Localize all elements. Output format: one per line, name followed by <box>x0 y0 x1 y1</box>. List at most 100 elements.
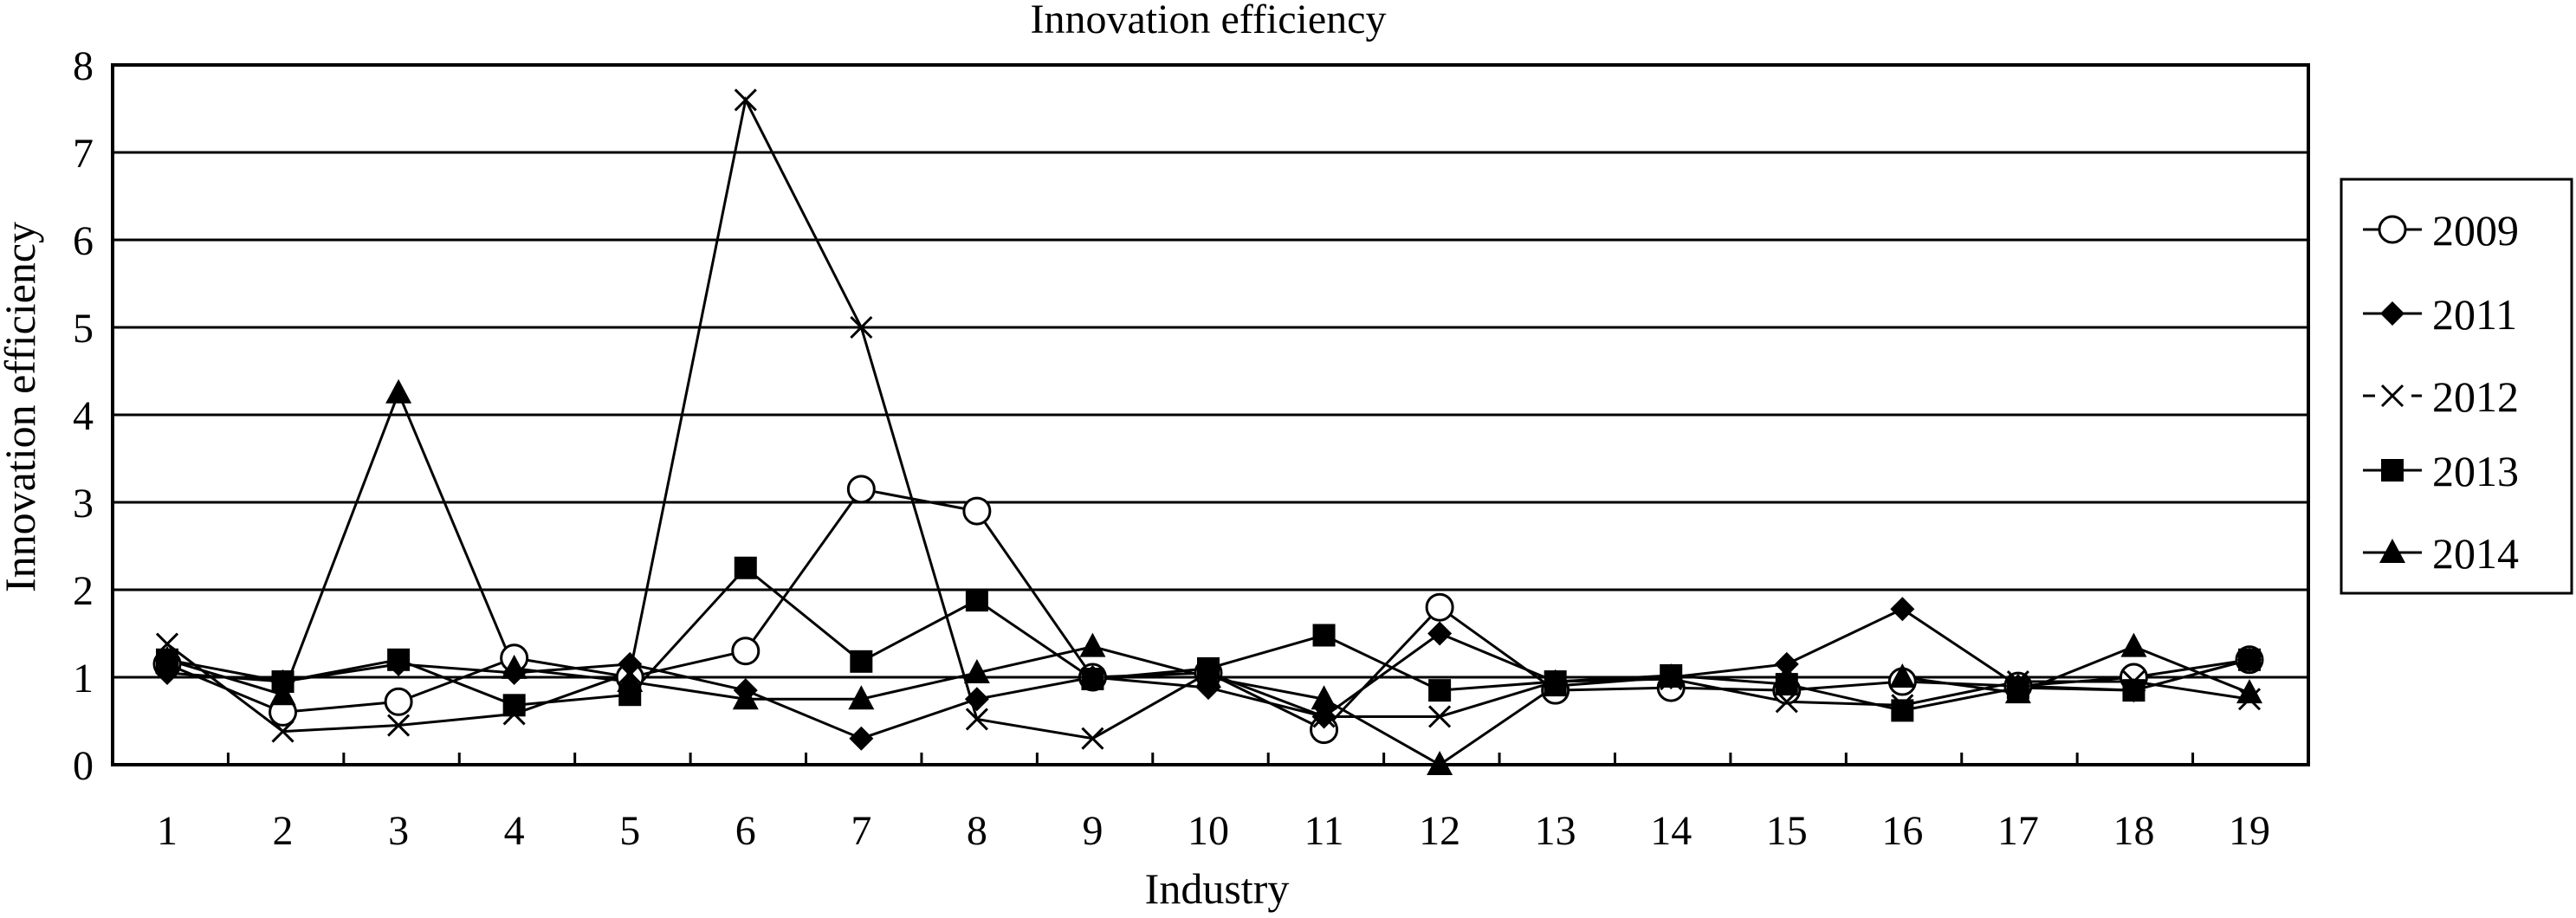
grid-lines <box>113 151 2308 679</box>
x-tick-label: 19 <box>2229 808 2270 854</box>
legend-item-2012: 2012 <box>2363 372 2519 421</box>
y-tick-label: 5 <box>73 306 94 352</box>
point-2013-18 <box>2122 679 2146 702</box>
point-2014-12 <box>1427 751 1453 775</box>
point-2014-9 <box>1079 632 1106 657</box>
point-2012-3 <box>387 714 411 737</box>
series-markers <box>152 88 2264 775</box>
marker-stroke <box>965 708 988 731</box>
point-2014-11 <box>1311 685 1337 710</box>
x-tick-label: 2 <box>273 808 294 854</box>
point-2014-18 <box>2120 632 2147 657</box>
point-2013-19 <box>2238 648 2261 671</box>
legend-marker <box>2378 215 2407 244</box>
legend-marker <box>2381 459 2404 482</box>
series-line-2014 <box>166 389 2250 766</box>
point-2011-5 <box>618 651 643 676</box>
point-2013-3 <box>387 648 411 671</box>
x-tick-label: 11 <box>1304 808 1343 854</box>
y-tick-label: 8 <box>73 43 94 89</box>
point-2013-6 <box>734 556 757 579</box>
point-2014-6 <box>732 685 759 710</box>
point-2012-8 <box>965 708 988 731</box>
x-tick-label: 15 <box>1766 808 1808 854</box>
point-2014-15 <box>1773 663 1800 688</box>
legend-label: 2012 <box>2432 372 2519 421</box>
x-tick-label: 8 <box>967 808 987 854</box>
marker-stroke <box>1428 705 1452 728</box>
point-2013-8 <box>965 589 988 612</box>
x-tick-label: 7 <box>851 808 871 854</box>
y-tick-label: 4 <box>73 393 94 439</box>
y-tick-label: 6 <box>73 218 94 264</box>
x-tick-label: 1 <box>157 808 178 854</box>
y-tick-label: 1 <box>73 656 94 701</box>
legend-marker <box>2379 539 2405 563</box>
point-2014-19 <box>2236 679 2262 704</box>
x-tick-label: 10 <box>1188 808 1229 854</box>
y-tick-label: 7 <box>73 131 94 177</box>
legend-item-2013: 2013 <box>2363 447 2519 495</box>
point-2014-13 <box>1542 672 1569 697</box>
x-axis-label: Industry <box>1145 864 1290 913</box>
point-2014-17 <box>2004 679 2031 704</box>
point-2013-9 <box>1081 668 1104 691</box>
point-2014-14 <box>1658 663 1685 688</box>
x-tick-label: 12 <box>1419 808 1460 854</box>
x-tick-label: 3 <box>388 808 409 854</box>
marker-stroke <box>2380 384 2404 408</box>
point-2012-7 <box>850 315 873 339</box>
point-2013-16 <box>1891 699 1914 722</box>
point-2009-12 <box>1425 592 1454 622</box>
x-tick-label: 18 <box>2113 808 2154 854</box>
x-tick-label: 4 <box>504 808 525 854</box>
x-axis: 1 2 3 4 5 6 7 8 9 10 11 12 13 14 15 16 17 18 19 <box>111 753 2310 854</box>
x-tick-label: 9 <box>1082 808 1103 854</box>
x-tick-label: 14 <box>1650 808 1692 854</box>
marker-stroke <box>734 88 757 112</box>
point-2013-7 <box>850 650 873 673</box>
point-2012-11 <box>1312 705 1336 728</box>
y-axis: 0 1 2 3 4 5 6 7 8 <box>73 43 125 789</box>
point-2014-3 <box>385 378 412 404</box>
y-tick-label: 0 <box>73 743 94 789</box>
x-tick-label: 13 <box>1535 808 1576 854</box>
legend-item-2011: 2011 <box>2363 290 2517 339</box>
point-2009-7 <box>846 475 876 504</box>
point-2012-6 <box>734 88 757 112</box>
point-2012-2 <box>271 720 294 743</box>
marker-stroke <box>387 714 411 737</box>
marker-stroke <box>850 315 873 339</box>
series-line-2012 <box>166 95 2250 740</box>
point-2011-12 <box>1427 621 1453 646</box>
x-tick-label: 5 <box>619 808 640 854</box>
x-tick-label: 17 <box>1997 808 2039 854</box>
point-2013-11 <box>1312 624 1336 647</box>
point-2009-8 <box>962 496 992 526</box>
point-2014-7 <box>848 685 875 710</box>
legend-marker <box>2380 301 2404 326</box>
point-2012-12 <box>1428 705 1452 728</box>
point-2009-6 <box>731 637 761 666</box>
point-2012-9 <box>1081 727 1104 750</box>
point-2014-5 <box>617 668 644 693</box>
point-2014-8 <box>963 658 990 683</box>
point-2014-4 <box>501 654 527 679</box>
legend-item-2009: 2009 <box>2363 206 2519 255</box>
legend-box <box>2340 178 2573 595</box>
marker-stroke <box>1081 727 1104 750</box>
point-2013-4 <box>502 694 526 717</box>
point-2011-7 <box>849 726 874 751</box>
legend-marker <box>2380 384 2404 408</box>
point-2014-16 <box>1889 663 1916 688</box>
point-2014-2 <box>269 681 296 706</box>
y-tick-label: 2 <box>73 568 94 614</box>
point-2014-10 <box>1195 663 1221 688</box>
chart-title: Innovation efficiency <box>1031 0 1387 42</box>
legend-label: 2011 <box>2432 290 2517 339</box>
y-tick-label: 3 <box>73 481 94 527</box>
point-2011-8 <box>964 687 989 712</box>
point-2011-16 <box>1890 597 1915 622</box>
legend-item-2014: 2014 <box>2363 529 2519 578</box>
